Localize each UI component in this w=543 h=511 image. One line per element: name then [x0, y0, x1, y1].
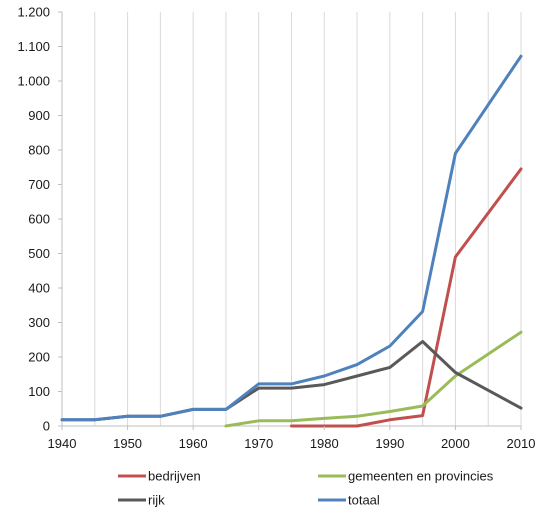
y-tick-label: 600	[28, 212, 50, 227]
y-tick-label: 1.100	[17, 39, 50, 54]
legend: bedrijven gemeenten en provincies rijk tota…	[118, 469, 494, 508]
series-line-bedrijven	[290, 167, 523, 428]
y-tick-label: 700	[28, 177, 50, 192]
y-axis-ticks: 0 100 200 300 400 500 600 700 800 900 1.000 1.100 1.…	[17, 5, 62, 434]
x-tick-label: 1950	[113, 436, 142, 451]
y-tick-label: 200	[28, 350, 50, 365]
y-tick-label: 500	[28, 246, 50, 261]
x-tick-label: 2000	[441, 436, 470, 451]
x-axis-ticks: 1940 1950 1960 1970 1980 1990 2000 2010	[48, 426, 536, 451]
x-tick-label: 1980	[310, 436, 339, 451]
y-tick-label: 400	[28, 281, 50, 296]
legend-label: totaal	[348, 493, 380, 508]
y-tick-label: 1.200	[17, 5, 50, 20]
y-tick-label: 300	[28, 315, 50, 330]
legend-label: rijk	[148, 493, 165, 508]
legend-label: gemeenten en provincies	[348, 469, 494, 484]
y-tick-label: 100	[28, 384, 50, 399]
series-line-gemeenten-en-provincies	[224, 330, 523, 428]
y-tick-label: 900	[28, 108, 50, 123]
x-tick-label: 1970	[244, 436, 273, 451]
x-tick-label: 1960	[179, 436, 208, 451]
y-tick-label: 1.000	[17, 74, 50, 89]
y-tick-label: 0	[43, 419, 50, 434]
x-tick-label: 1940	[48, 436, 77, 451]
x-tick-label: 2010	[507, 436, 536, 451]
series-line-totaal	[60, 54, 523, 422]
legend-label: bedrijven	[148, 469, 201, 484]
y-tick-label: 800	[28, 143, 50, 158]
x-tick-label: 1990	[375, 436, 404, 451]
gridlines	[94, 12, 522, 426]
